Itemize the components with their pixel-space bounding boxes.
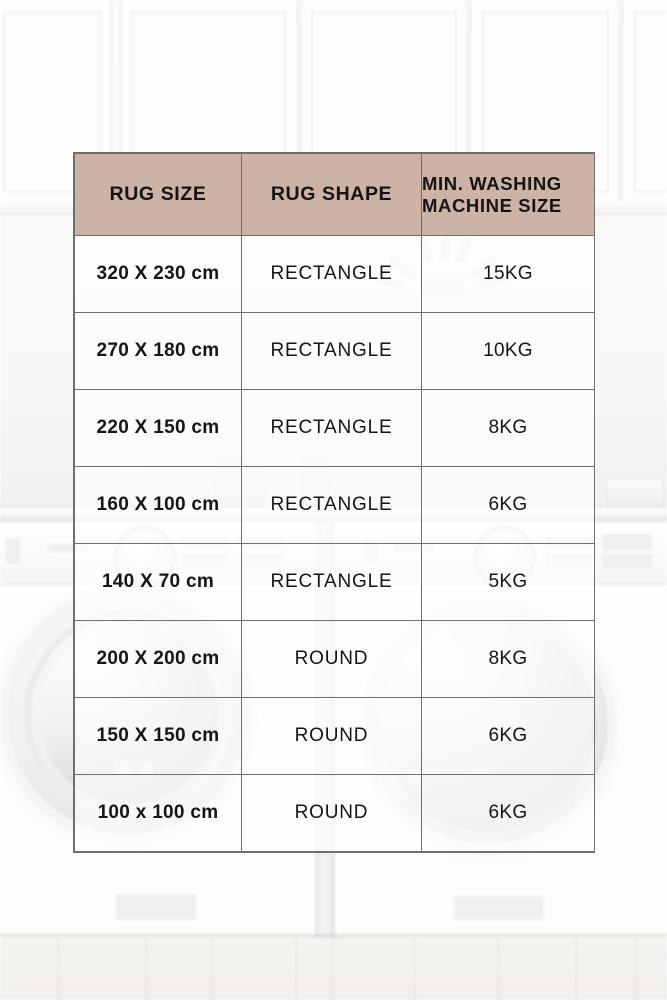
table-row: 150 X 150 cm ROUND 6KG — [74, 697, 595, 775]
table-row: 220 X 150 cm RECTANGLE 8KG — [74, 389, 595, 467]
laundry-basket — [606, 478, 664, 512]
cell-rug-shape: RECTANGLE — [241, 312, 422, 390]
table-body: 320 X 230 cm RECTANGLE 15KG 270 X 180 cm… — [74, 235, 595, 852]
table-row: 160 X 100 cm RECTANGLE 6KG — [74, 466, 595, 544]
cell-machine-size: 15KG — [421, 235, 595, 313]
cell-rug-shape: ROUND — [241, 774, 422, 852]
cell-rug-shape: RECTANGLE — [241, 389, 422, 467]
table-header: RUG SIZE RUG SHAPE MIN. WASHING MACHINE … — [74, 153, 595, 236]
cell-rug-size: 140 X 70 cm — [74, 543, 242, 621]
washer-drawer — [116, 894, 196, 920]
table-row: 100 x 100 cm ROUND 6KG — [74, 774, 595, 852]
rug-size-washing-machine-table: RUG SIZE RUG SHAPE MIN. WASHING MACHINE … — [73, 152, 595, 853]
cell-rug-size: 270 X 180 cm — [74, 312, 242, 390]
cell-machine-size: 10KG — [421, 312, 595, 390]
column-header-min-washing-machine-size: MIN. WASHING MACHINE SIZE — [421, 153, 595, 236]
washer-drawer — [454, 896, 544, 920]
cell-machine-size: 5KG — [421, 543, 595, 621]
cell-rug-shape: ROUND — [241, 697, 422, 775]
cell-rug-size: 100 x 100 cm — [74, 774, 242, 852]
table-row: 200 X 200 cm ROUND 8KG — [74, 620, 595, 698]
machine-base-shadow — [0, 934, 667, 941]
size-chart-table: RUG SIZE RUG SHAPE MIN. WASHING MACHINE … — [74, 153, 595, 852]
column-header-line-2: MACHINE SIZE — [422, 194, 562, 216]
upper-cabinet-door — [622, 0, 667, 206]
cell-machine-size: 8KG — [421, 389, 595, 467]
table-row: 270 X 180 cm RECTANGLE 10KG — [74, 312, 595, 390]
table-row: 320 X 230 cm RECTANGLE 15KG — [74, 235, 595, 313]
cell-machine-size: 6KG — [421, 466, 595, 544]
cell-rug-shape: RECTANGLE — [241, 235, 422, 313]
cell-machine-size: 6KG — [421, 774, 595, 852]
cell-machine-size: 6KG — [421, 697, 595, 775]
column-header-rug-size: RUG SIZE — [74, 153, 242, 236]
cell-rug-shape: RECTANGLE — [241, 543, 422, 621]
wood-floor — [0, 938, 667, 1000]
table-row: 140 X 70 cm RECTANGLE 5KG — [74, 543, 595, 621]
cell-rug-size: 320 X 230 cm — [74, 235, 242, 313]
table-header-row: RUG SIZE RUG SHAPE MIN. WASHING MACHINE … — [74, 153, 595, 236]
column-header-rug-shape: RUG SHAPE — [241, 153, 422, 236]
column-header-line-1: MIN. WASHING — [422, 172, 562, 194]
cell-rug-size: 220 X 150 cm — [74, 389, 242, 467]
cell-machine-size: 8KG — [421, 620, 595, 698]
cell-rug-size: 200 X 200 cm — [74, 620, 242, 698]
cell-rug-size: 160 X 100 cm — [74, 466, 242, 544]
cell-rug-shape: ROUND — [241, 620, 422, 698]
cell-rug-size: 150 X 150 cm — [74, 697, 242, 775]
cell-rug-shape: RECTANGLE — [241, 466, 422, 544]
